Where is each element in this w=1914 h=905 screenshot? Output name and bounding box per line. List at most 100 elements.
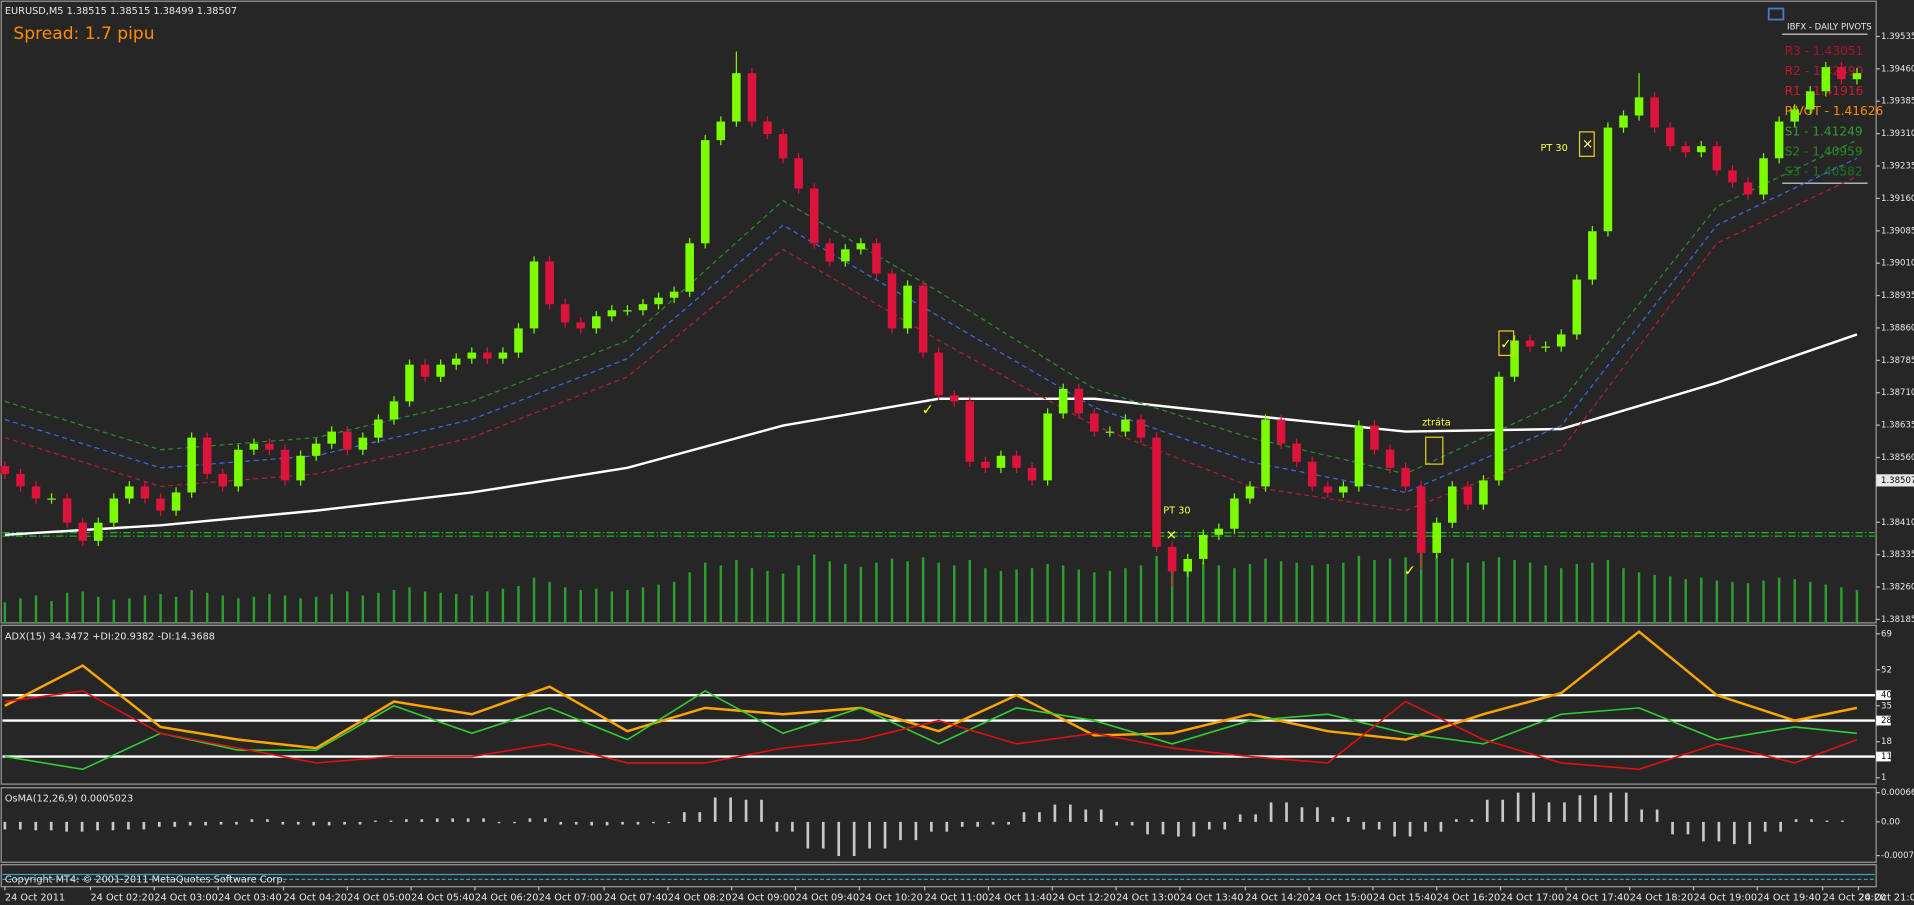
y-tick-label: 1.39235 xyxy=(1881,162,1914,172)
x-tick-label: 24 Oct 20:20 xyxy=(1823,893,1887,904)
candle-body xyxy=(996,455,1006,468)
y-tick-label: 0.00 xyxy=(1881,817,1900,827)
candle-body xyxy=(389,401,399,420)
candle-body xyxy=(1136,419,1146,438)
y-tick-label: 1.38335 xyxy=(1881,550,1914,560)
cross-marker: × xyxy=(1582,137,1593,152)
candle-body xyxy=(343,431,352,450)
y-tick-label: 69 xyxy=(1881,629,1892,639)
candle-body xyxy=(1619,115,1628,128)
y-tick-label: 1.39160 xyxy=(1881,194,1914,204)
candle-body xyxy=(405,364,414,402)
candle-body xyxy=(1307,461,1317,487)
indicator-line xyxy=(4,690,1858,771)
candle-body xyxy=(1743,182,1753,195)
candle-body xyxy=(1541,346,1550,348)
candle-body xyxy=(809,188,819,244)
candle-body xyxy=(436,364,445,377)
candle-body xyxy=(700,140,710,244)
y-tick-label: 1.38410 xyxy=(1881,518,1914,528)
candle-body xyxy=(1525,340,1535,347)
x-tick-label: 24 Oct 21:00 xyxy=(1858,893,1914,904)
candle-body xyxy=(747,73,757,122)
candle-body xyxy=(638,304,648,311)
candle-body xyxy=(825,243,835,262)
annotation-box xyxy=(1425,436,1444,465)
y-tick-label: 1.38860 xyxy=(1881,323,1914,333)
candle-body xyxy=(1121,419,1130,432)
candle-body xyxy=(1556,334,1566,347)
candle-body xyxy=(498,352,508,359)
candle-body xyxy=(918,285,928,353)
candle-body xyxy=(16,473,25,487)
x-tick-label: 24 Oct 14:20 xyxy=(1245,893,1309,904)
candle-body xyxy=(1167,546,1177,572)
pivot-title: IBFX - DAILY PIVOTS xyxy=(1787,22,1872,32)
x-tick-label: 24 Oct 15:40 xyxy=(1373,893,1437,904)
candle-body xyxy=(1261,419,1270,487)
candle-body xyxy=(467,352,477,359)
candle-body xyxy=(1339,486,1348,493)
candle-body xyxy=(1821,67,1831,92)
y-tick-label: 1.39310 xyxy=(1881,129,1914,139)
annotation-box xyxy=(1578,131,1595,157)
level-label-box xyxy=(1876,690,1891,701)
cross-marker: × xyxy=(1166,528,1177,543)
candle-body xyxy=(1712,146,1722,171)
y-tick-label: 35 xyxy=(1881,701,1892,711)
x-tick-label: 24 Oct 05:40 xyxy=(411,893,475,904)
y-tick-label: 1.38260 xyxy=(1881,583,1914,593)
candle-body xyxy=(903,285,912,329)
candle-body xyxy=(140,486,150,499)
candle-body xyxy=(1650,97,1659,128)
x-tick-label: 24 Oct 2011 xyxy=(5,893,65,904)
x-tick-label: 24 Oct 16:20 xyxy=(1437,893,1501,904)
candle-body xyxy=(529,261,539,329)
candle-body xyxy=(514,328,523,353)
annotation: PT 30 xyxy=(1163,506,1190,517)
candle-body xyxy=(778,134,788,159)
candle-body xyxy=(1245,486,1255,499)
candle-body xyxy=(47,498,56,500)
candle-body xyxy=(1510,340,1519,377)
candle-body xyxy=(1572,279,1582,335)
pivot-level: S1 - 1.41249 xyxy=(1785,124,1863,138)
candle-body xyxy=(109,498,119,523)
annotation: ztráta xyxy=(1422,417,1451,429)
candle-body xyxy=(483,352,492,359)
candle-body xyxy=(1852,73,1862,80)
candle-body xyxy=(592,316,601,329)
candle-body xyxy=(1448,486,1457,523)
y-tick-label: 1.38710 xyxy=(1881,388,1914,398)
x-tick-label: 24 Oct 07:40 xyxy=(604,893,668,904)
candle-body xyxy=(1105,431,1115,433)
candle-body xyxy=(654,297,663,305)
candle-body xyxy=(249,443,259,450)
candle-body xyxy=(1152,437,1161,547)
y-tick-label: 0.00066 xyxy=(1881,788,1914,798)
candle-body xyxy=(1790,109,1799,122)
candle-body xyxy=(872,243,881,274)
candle-body xyxy=(156,498,165,511)
x-tick-label: 24 Oct 17:40 xyxy=(1566,893,1630,904)
candle-body xyxy=(716,121,726,141)
y-tick-label: 1.38185 xyxy=(1881,615,1914,625)
candle-body xyxy=(234,449,243,487)
candle-body xyxy=(78,522,87,541)
y-tick-label: 18 xyxy=(1881,737,1892,747)
candle-body xyxy=(218,473,228,487)
candle-body xyxy=(420,364,430,377)
pivot-icon xyxy=(1767,7,1785,21)
candle-body xyxy=(1463,486,1473,505)
candle-body xyxy=(0,466,10,474)
candle-body xyxy=(1774,121,1784,159)
candle-body xyxy=(1012,455,1021,468)
x-tick-label: 24 Oct 03:00 xyxy=(154,893,218,904)
osma-title: OsMA(12,26,9) 0.0005023 xyxy=(5,794,133,805)
candle-body xyxy=(311,443,321,456)
check-marker: ✓ xyxy=(922,401,934,418)
candle-body xyxy=(1588,231,1597,280)
bottom-panel-frame xyxy=(0,864,1877,888)
